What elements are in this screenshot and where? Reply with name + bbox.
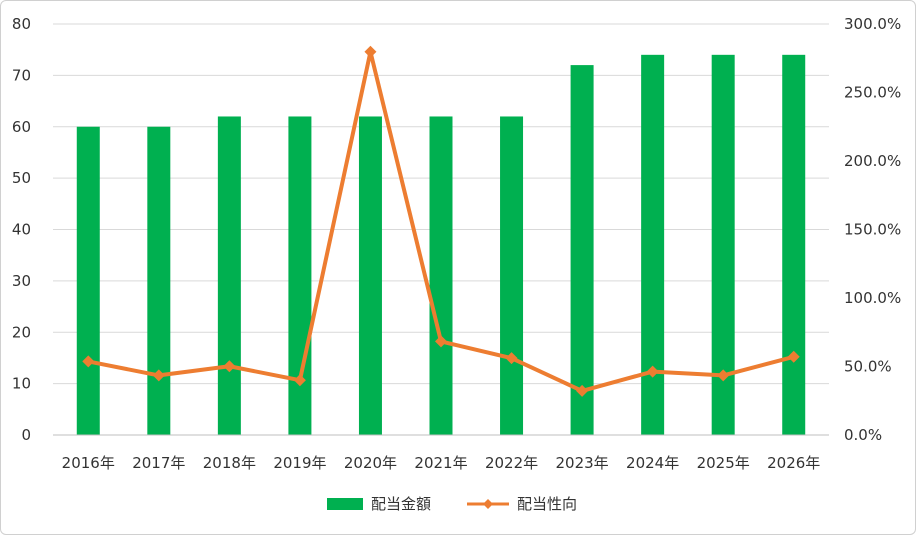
bar xyxy=(288,116,312,435)
line-point xyxy=(576,384,589,397)
y-right-tick-label: 250.0% xyxy=(844,84,901,102)
legend: 配当金額 配当性向 xyxy=(327,495,577,513)
bar xyxy=(711,54,735,435)
bar-series xyxy=(76,54,806,435)
line-point xyxy=(787,350,800,363)
bar xyxy=(147,126,171,435)
bar xyxy=(76,126,100,435)
x-tick-label: 2025年 xyxy=(697,454,750,472)
line-point xyxy=(717,369,730,382)
y-left-tick-label: 50 xyxy=(12,169,31,187)
bar xyxy=(570,65,594,435)
x-tick-label: 2019年 xyxy=(273,454,326,472)
x-tick-label: 2021年 xyxy=(414,454,467,472)
legend-label-bar: 配当金額 xyxy=(371,495,431,513)
legend-swatch-marker xyxy=(483,499,493,509)
legend-label-line: 配当性向 xyxy=(517,495,577,513)
line-point xyxy=(646,365,659,378)
x-tick-label: 2026年 xyxy=(767,454,820,472)
x-tick-label: 2022年 xyxy=(485,454,538,472)
y-axis-right: 0.0% 50.0% 100.0% 150.0% 200.0% 250.0% 300.0% xyxy=(844,15,901,444)
y-left-tick-label: 70 xyxy=(12,66,31,84)
y-left-tick-label: 0 xyxy=(21,426,31,444)
y-left-tick-label: 40 xyxy=(12,221,31,239)
legend-swatch-bar xyxy=(327,498,363,510)
y-left-tick-label: 60 xyxy=(12,118,31,136)
y-right-tick-label: 100.0% xyxy=(844,289,901,307)
x-tick-label: 2018年 xyxy=(203,454,256,472)
line-series xyxy=(82,45,800,397)
line-point xyxy=(505,352,518,365)
x-tick-label: 2017年 xyxy=(132,454,185,472)
line-point xyxy=(435,335,447,348)
y-left-tick-label: 20 xyxy=(12,323,31,341)
line-point xyxy=(152,369,165,382)
bar xyxy=(217,116,241,435)
x-tick-label: 2024年 xyxy=(626,454,679,472)
y-left-tick-label: 10 xyxy=(12,375,31,393)
bar xyxy=(641,54,665,435)
x-axis: 2016年 2017年 2018年 2019年 2020年 2021年 2022年 2023年… xyxy=(53,434,829,472)
y-left-tick-label: 30 xyxy=(12,272,31,290)
line-point xyxy=(223,360,236,373)
bar xyxy=(782,54,806,435)
y-left-tick-label: 80 xyxy=(12,15,31,33)
y-right-tick-label: 300.0% xyxy=(844,15,901,33)
line-point xyxy=(293,374,306,387)
x-tick-label: 2016年 xyxy=(62,454,115,472)
bar xyxy=(358,116,382,435)
line-point xyxy=(364,45,377,58)
y-right-tick-label: 150.0% xyxy=(844,221,901,239)
bar xyxy=(429,116,453,435)
bar xyxy=(500,116,524,435)
x-tick-label: 2020年 xyxy=(344,454,397,472)
y-right-tick-label: 0.0% xyxy=(844,426,882,444)
y-axis-left: 0 10 20 30 40 50 60 70 80 xyxy=(12,15,31,444)
x-tick-label: 2023年 xyxy=(555,454,608,472)
y-right-tick-label: 200.0% xyxy=(844,152,901,170)
line-point xyxy=(82,355,95,368)
y-right-tick-label: 50.0% xyxy=(844,358,892,376)
